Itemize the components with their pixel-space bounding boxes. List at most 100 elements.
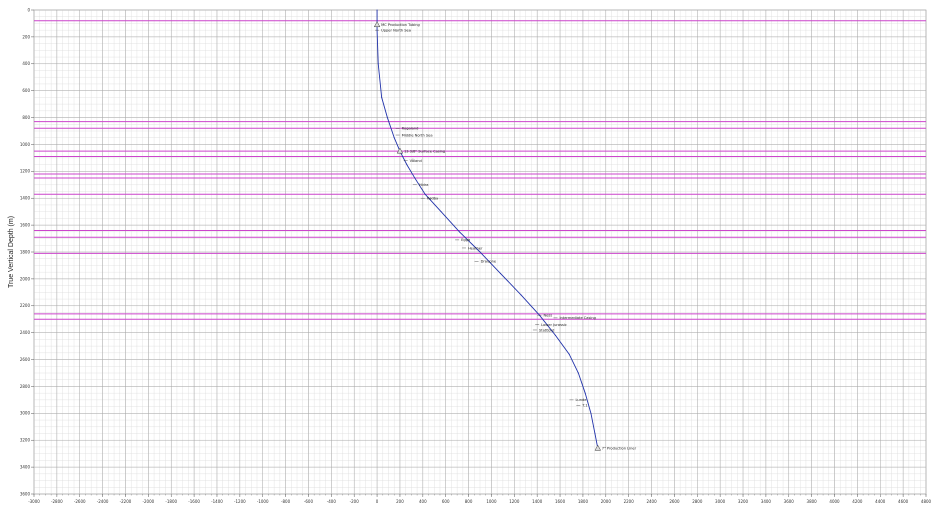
- x-tick-label: -2200: [120, 499, 132, 504]
- annotation-label: Hidra: [419, 183, 429, 187]
- casing-marker-icon: [594, 444, 602, 451]
- x-tick-label: -800: [281, 499, 291, 504]
- trajectory-point: [568, 353, 570, 355]
- x-tick-label: -200: [350, 499, 360, 504]
- y-tick-label: 3400: [20, 465, 31, 470]
- y-tick-label: 200: [22, 34, 30, 39]
- y-tick-label: 2400: [20, 330, 31, 335]
- annotation-label: 13 3/8" Surface Casing: [404, 149, 445, 153]
- y-tick-label: 1800: [20, 249, 31, 254]
- y-tick-label: 400: [22, 61, 30, 66]
- x-tick-label: 200: [396, 499, 404, 504]
- x-tick-label: -1400: [211, 499, 223, 504]
- x-tick-label: -1200: [234, 499, 246, 504]
- trajectory-point: [577, 372, 579, 374]
- annotation-label: Ness: [543, 313, 552, 317]
- x-tick-label: 400: [419, 499, 427, 504]
- x-tick-label: 3200: [738, 499, 749, 504]
- y-tick-label: 2600: [20, 357, 31, 362]
- annotation-label: Lunde: [575, 398, 587, 402]
- x-tick-label: 1400: [532, 499, 543, 504]
- x-tick-label: 0: [376, 499, 379, 504]
- x-axis-ticks: -3000 -2800 -2600 -2400 -2200 -2000 -1800 -1600…: [28, 494, 932, 504]
- x-tick-label: -400: [327, 499, 337, 504]
- x-tick-label: -1600: [188, 499, 200, 504]
- trajectory-point: [393, 137, 395, 139]
- y-axis-label: True Vertical Depth (m): [8, 216, 15, 288]
- annotation-label: Rødby: [427, 197, 439, 201]
- y-tick-label: 1600: [20, 223, 31, 228]
- annotation-label: Draupne: [481, 260, 497, 264]
- annotation-label: Upper North Sea: [381, 28, 411, 32]
- trajectory-point: [414, 177, 416, 179]
- annotation-label: Statfjord: [539, 328, 554, 332]
- x-tick-label: 2000: [601, 499, 612, 504]
- y-tick-label: 3200: [20, 438, 31, 443]
- trajectory-point: [458, 231, 460, 233]
- x-tick-label: -3000: [28, 499, 40, 504]
- x-tick-label: 2200: [624, 499, 635, 504]
- annotation-label: 7" Production Liner: [602, 447, 637, 451]
- x-tick-label: 4600: [898, 499, 909, 504]
- annotation-label: Intermediate Casing: [559, 316, 595, 320]
- y-tick-label: 1200: [20, 169, 31, 174]
- trajectory-point: [440, 211, 442, 213]
- y-tick-label: 2000: [20, 276, 31, 281]
- trajectory-point: [520, 294, 522, 296]
- trajectory-point: [386, 117, 388, 119]
- y-tick-label: 800: [22, 115, 30, 120]
- annotation-label: MC Production Tubing: [381, 23, 420, 27]
- x-tick-label: 800: [465, 499, 473, 504]
- x-tick-label: -1800: [165, 499, 177, 504]
- annotation-label: Våland: [410, 158, 422, 163]
- grid-major: [33, 9, 927, 495]
- y-tick-label: 3000: [20, 411, 31, 416]
- x-tick-label: 3600: [784, 499, 795, 504]
- trajectory-point: [500, 273, 502, 275]
- y-tick-label: 2800: [20, 384, 31, 389]
- trajectory-point: [554, 334, 556, 336]
- trajectory-point: [377, 63, 379, 65]
- x-tick-label: 4200: [852, 499, 863, 504]
- trajectory-point: [594, 433, 596, 434]
- x-tick-label: 2400: [646, 499, 657, 504]
- y-tick-label: 3600: [20, 491, 31, 496]
- trajectory-point: [406, 164, 408, 166]
- y-tick-label: 600: [22, 88, 30, 93]
- casing-marker-icon: [396, 147, 404, 154]
- x-tick-label: -2800: [51, 499, 63, 504]
- annotation-label: Heather: [468, 246, 483, 250]
- formation-lines: [34, 20, 926, 320]
- annotation-label: Lower Jurassic: [541, 323, 567, 327]
- x-tick-label: -2400: [97, 499, 109, 504]
- trajectory-point: [479, 251, 481, 253]
- annotation-label: Egga: [461, 238, 470, 242]
- x-tick-label: -1000: [257, 499, 269, 504]
- annotation-label: T.1: [581, 404, 587, 408]
- x-tick-label: -2000: [143, 499, 155, 504]
- trajectory-point: [381, 96, 383, 98]
- x-tick-label: 1200: [509, 499, 520, 504]
- y-tick-label: 2200: [20, 303, 31, 308]
- trajectory-point: [584, 392, 586, 394]
- y-tick-label: 1000: [20, 142, 31, 147]
- y-tick-label: 1400: [20, 196, 31, 201]
- x-tick-label: -2600: [74, 499, 86, 504]
- x-tick-label: 3400: [761, 499, 772, 504]
- x-tick-label: 3000: [715, 499, 726, 504]
- casing-marker-icon: [373, 21, 381, 28]
- x-tick-label: 600: [442, 499, 450, 504]
- x-tick-label: 1000: [486, 499, 497, 504]
- x-tick-label: 2800: [692, 499, 703, 504]
- trajectory-point: [590, 412, 592, 414]
- x-tick-label: 4400: [875, 499, 886, 504]
- annotation-label: Middle North Sea: [402, 133, 433, 137]
- x-tick-label: 1600: [555, 499, 566, 504]
- x-tick-label: 3800: [807, 499, 818, 504]
- x-tick-label: 4000: [829, 499, 840, 504]
- x-tick-label: 1800: [578, 499, 589, 504]
- annotation-label: Rogaland: [402, 127, 419, 131]
- y-axis-ticks: 0 200 400 600 800 1000 1200 1400 1600 1800 2000 220…: [20, 7, 34, 496]
